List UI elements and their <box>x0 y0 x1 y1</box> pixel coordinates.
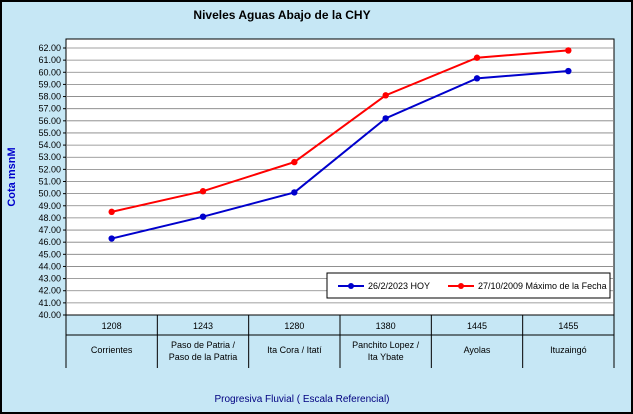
legend-box <box>326 272 611 299</box>
data-point-marker-0 <box>473 75 481 82</box>
category-name-label: Ituzaingó <box>550 345 587 355</box>
category-km-label: 1243 <box>193 321 213 331</box>
y-tick-label: 54.00 <box>38 140 61 150</box>
data-point-marker-0 <box>291 189 298 196</box>
category-name-label: Ita Ybate <box>368 352 404 362</box>
legend-marker-0 <box>348 283 354 289</box>
y-tick-label: 60.00 <box>38 67 61 77</box>
y-tick-label: 41.00 <box>38 298 61 308</box>
data-point-marker-1 <box>199 188 207 195</box>
y-tick-label: 43.00 <box>38 274 61 284</box>
y-tick-label: 42.00 <box>38 286 61 296</box>
y-tick-label: 62.00 <box>38 43 61 53</box>
category-km-label: 1380 <box>376 321 396 331</box>
y-tick-label: 61.00 <box>38 55 61 65</box>
y-tick-label: 51.00 <box>38 177 61 187</box>
y-tick-label: 59.00 <box>38 79 61 89</box>
y-tick-label: 49.00 <box>38 201 61 211</box>
category-name-label: Paso de Patria / <box>171 340 236 350</box>
data-point-marker-0 <box>199 213 207 220</box>
category-km-label: 1208 <box>102 321 122 331</box>
y-tick-label: 44.00 <box>38 261 61 271</box>
category-name-label: Panchito Lopez / <box>352 340 420 350</box>
plot-background <box>65 38 615 316</box>
y-tick-label: 45.00 <box>38 249 61 259</box>
chart-title: Niveles Aguas Abajo de la CHY <box>193 8 371 22</box>
data-point-marker-1 <box>291 158 298 166</box>
y-tick-label: 40.00 <box>38 310 61 320</box>
category-km-label: 1445 <box>467 321 487 331</box>
y-tick-label: 58.00 <box>38 92 61 102</box>
legend-marker-1 <box>458 283 464 289</box>
series-line-0 <box>111 70 569 240</box>
legend-label-0: 26/2/2023 HOY <box>368 281 430 291</box>
series-line-1 <box>111 49 569 213</box>
data-point-marker-0 <box>565 67 572 75</box>
legend-label-1: 27/10/2009 Máximo de la Fecha <box>478 281 607 291</box>
category-name-label: Ita Cora / Itatí <box>267 345 322 355</box>
data-point-marker-0 <box>108 235 115 242</box>
data-point-marker-1 <box>108 208 115 216</box>
y-tick-label: 48.00 <box>38 213 61 223</box>
y-tick-label: 46.00 <box>38 237 61 247</box>
category-km-label: 1455 <box>558 321 578 331</box>
y-tick-label: 52.00 <box>38 164 61 174</box>
data-point-marker-0 <box>382 115 389 122</box>
data-point-marker-1 <box>565 47 572 54</box>
data-point-marker-1 <box>473 54 481 61</box>
data-point-marker-1 <box>382 92 389 99</box>
x-axis-title: Progresiva Fluvial ( Escala Referencial) <box>214 394 390 405</box>
category-km-label: 1280 <box>284 321 304 331</box>
y-tick-label: 53.00 <box>38 152 61 162</box>
category-name-label: Corrientes <box>91 345 133 355</box>
y-tick-label: 50.00 <box>38 189 61 199</box>
category-name-label: Paso de la Patria <box>169 352 238 362</box>
category-name-label: Ayolas <box>464 345 491 355</box>
y-tick-label: 56.00 <box>38 116 61 126</box>
y-tick-label: 47.00 <box>38 225 61 235</box>
y-tick-label: 55.00 <box>38 128 61 138</box>
y-tick-label: 57.00 <box>38 104 61 114</box>
